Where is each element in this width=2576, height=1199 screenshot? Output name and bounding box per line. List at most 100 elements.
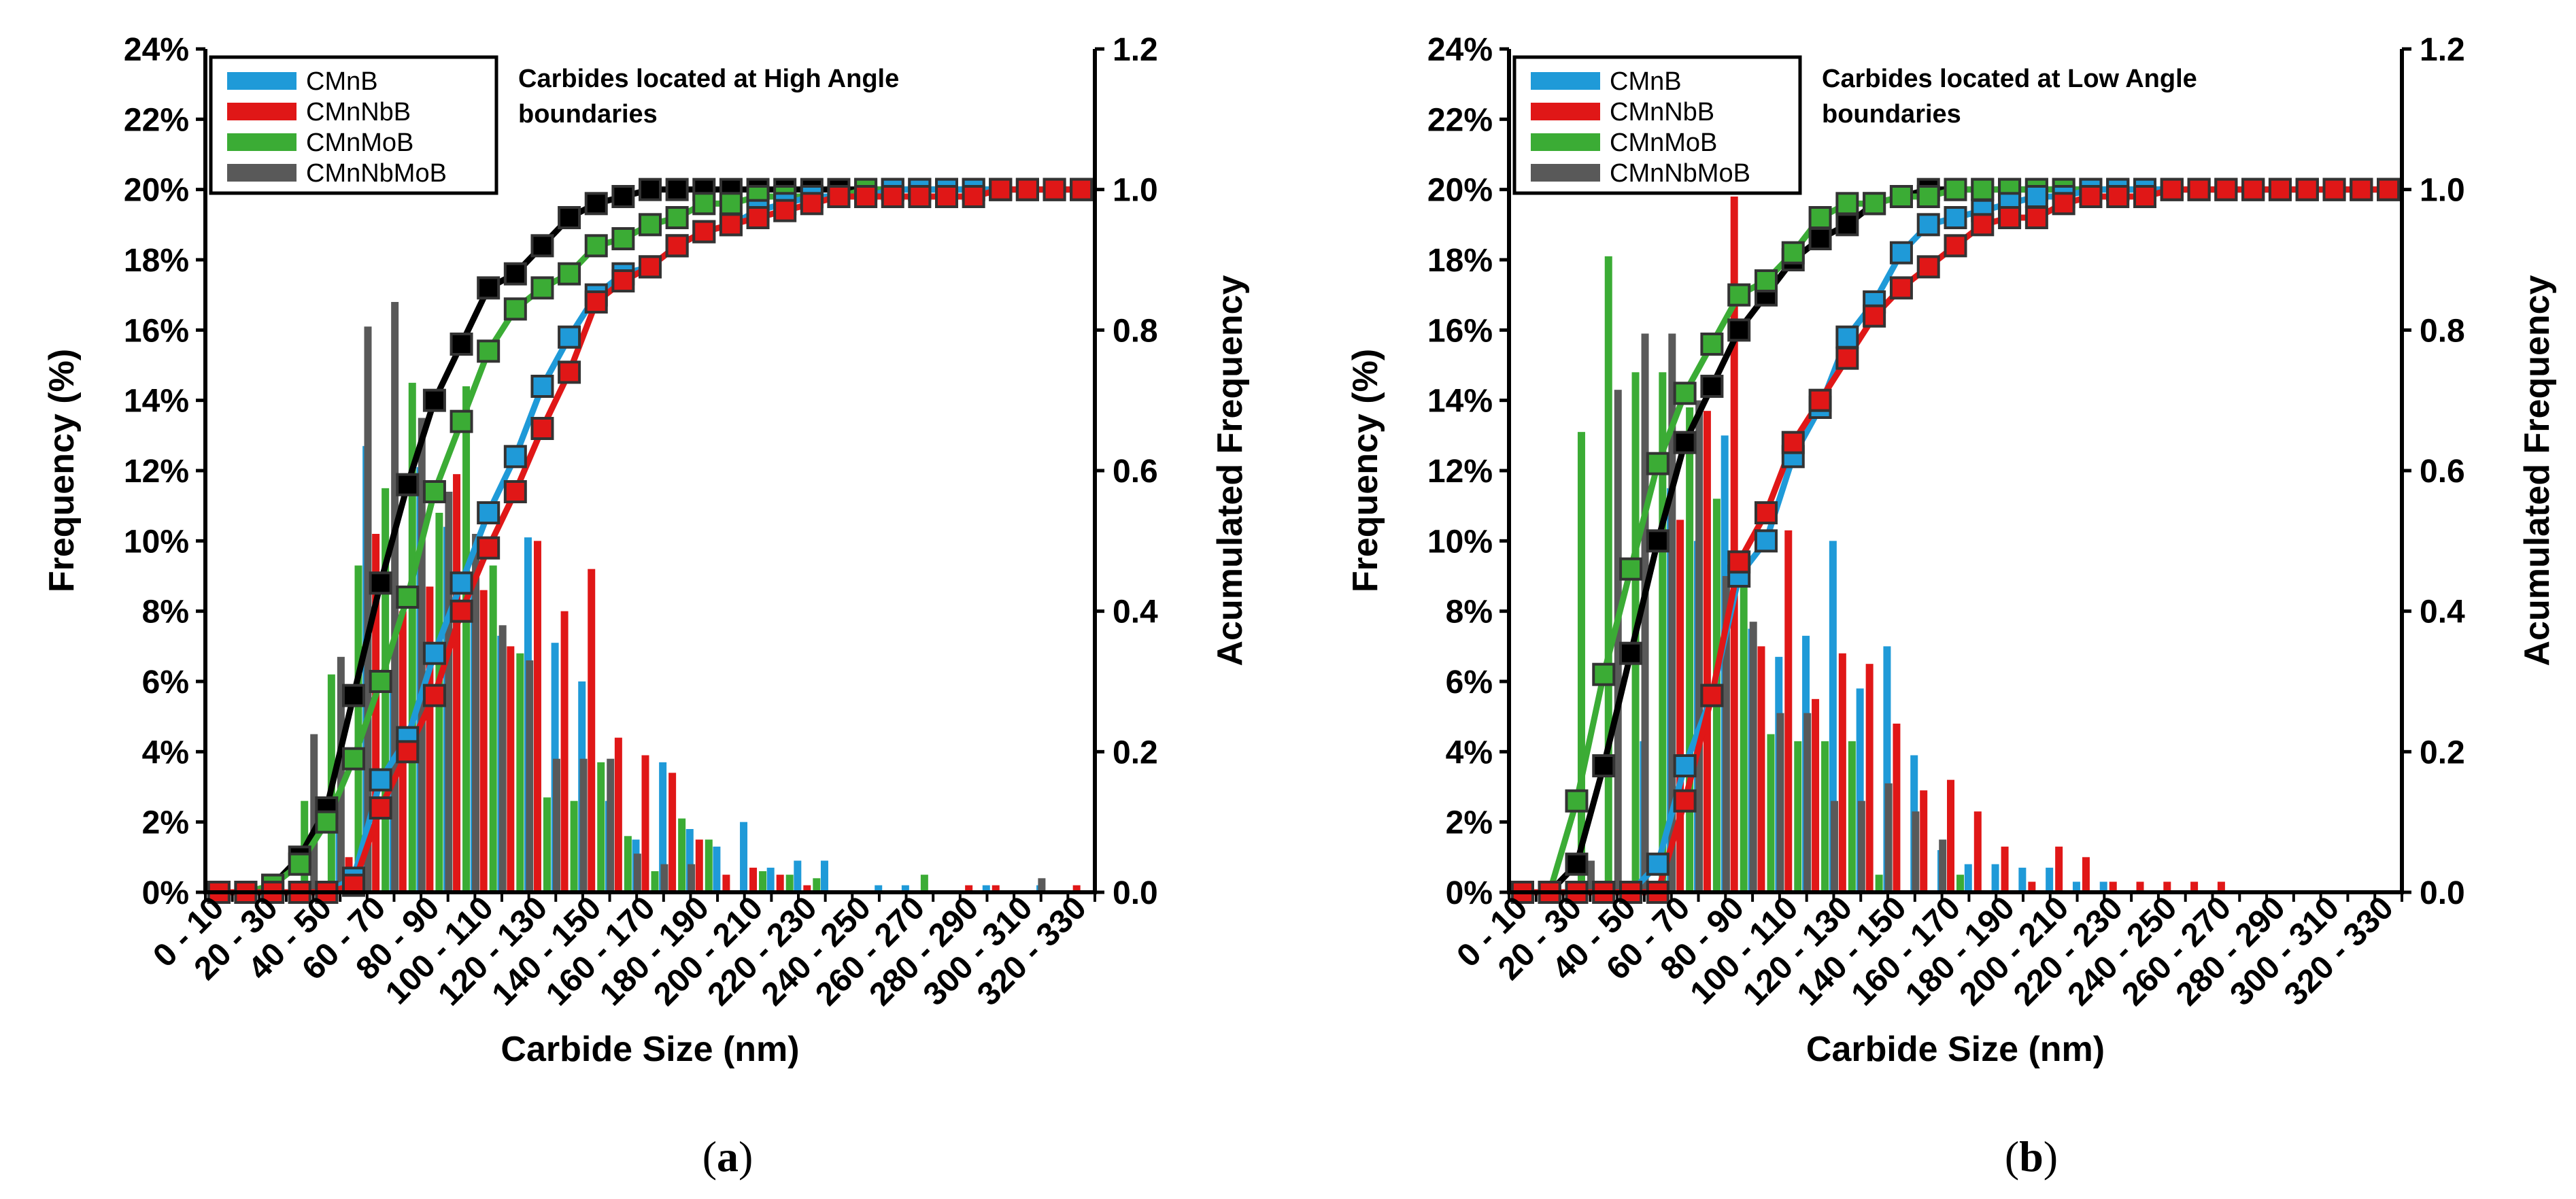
y-tick-label: 8% (1446, 594, 1493, 630)
cumulative-point-CMnMoB-12 (530, 276, 554, 300)
bar-CMnNbMoB-14 (607, 758, 615, 892)
cumulative-point-CMnMoB-6 (1673, 382, 1697, 405)
bar-CMnMoB-16 (651, 871, 659, 892)
bar-CMnNbMoB-15 (633, 854, 641, 892)
bar-CMnB-17 (1964, 864, 1972, 892)
cumulative-point-CMnMoB-3 (288, 852, 311, 876)
cumulative-point-CMnNbB-9 (450, 599, 473, 623)
bar-CMnNbMoB-5 (364, 326, 372, 893)
bar-CMnNbMoB-4 (1641, 333, 1649, 892)
cumulative-point-CMnNbMoB-7 (1700, 375, 1724, 398)
bars-group (1577, 197, 2225, 892)
y-tick-label: 18% (124, 243, 189, 279)
bar-CMnNbB-9 (1757, 646, 1765, 892)
bar-CMnNbMoB-6 (1695, 400, 1704, 892)
cumulative-point-CMnB-19 (2024, 185, 2048, 208)
cumulative-point-CMnMoB-11 (1808, 206, 1832, 229)
bar-CMnNbMoB-10 (498, 625, 507, 892)
cumulative-point-CMnNbMoB-13 (558, 206, 581, 229)
y2-axis-title: Acumulated Frequency (1210, 275, 1250, 666)
cumulative-point-CMnNbB-7 (1700, 683, 1724, 707)
y-tick-label: 4% (142, 734, 189, 771)
cumulative-point-CMnB-16 (1944, 206, 1967, 229)
cumulative-point-CMnMoB-18 (692, 192, 716, 216)
cumulative-point-CMnNbB-7 (396, 740, 420, 764)
bar-CMnMoB-10 (489, 565, 497, 892)
cumulative-line-CMnNbMoB (218, 186, 1082, 896)
cumulative-point-CMnNbB-16 (1944, 234, 1967, 258)
annotation-line: boundaries (518, 100, 658, 129)
bar-CMnMoB-9 (462, 386, 471, 892)
cumulative-point-CMnB-11 (503, 445, 527, 469)
bar-CMnNbB-10 (479, 590, 488, 892)
cumulative-point-CMnB-6 (369, 768, 392, 792)
y2-tick-label: 0.2 (1113, 734, 1158, 771)
cumulative-point-CMnNbB-12 (530, 417, 554, 440)
y-tick-label: 16% (124, 313, 189, 349)
cumulative-line-CMnMoB (218, 186, 1082, 896)
bar-CMnB-22 (794, 860, 802, 892)
cumulative-point-CMnNbMoB-15 (611, 185, 635, 208)
cumulative-point-CMnMoB-2 (1565, 789, 1589, 813)
bar-CMnB-17 (659, 762, 667, 892)
bar-CMnMoB-22 (813, 878, 821, 892)
bar-CMnNbB-20 (749, 867, 758, 892)
bar-CMnNbB-6 (372, 534, 380, 892)
chart-panel-a: 0% 2% 4% 6% 8% 10% 12% 14% 16% 18% 20% 22% 24% 0.0 0.2… (42, 32, 1250, 1181)
x-axis-title: Carbide Size (nm) (501, 1030, 799, 1069)
bar-CMnNbMoB-8 (445, 492, 453, 892)
y-tick-label: 12% (1427, 454, 1493, 490)
bar-CMnB-21 (2072, 881, 2080, 892)
bar-CMnNbB-15 (1920, 790, 1928, 892)
cumulative-point-CMnNbB-26 (2214, 178, 2238, 201)
cumulative-point-CMnNbB-10 (477, 536, 501, 560)
bar-CMnNbB-10 (1784, 530, 1793, 892)
bar-CMnNbB-25 (2190, 881, 2199, 892)
bar-CMnNbMoB-13 (579, 758, 588, 892)
bar-CMnMoB-9 (1767, 734, 1775, 892)
y2-axis-title: Acumulated Frequency (2518, 275, 2557, 666)
bar-CMnMoB-13 (1875, 875, 1883, 892)
cumulative-point-CMnB-8 (422, 641, 446, 665)
cumulative-point-CMnMoB-6 (369, 670, 392, 693)
bar-CMnNbB-11 (1812, 698, 1820, 892)
bar-CMnNbMoB-7 (418, 418, 426, 892)
cumulative-point-CMnNbMoB-5 (342, 683, 365, 707)
bar-CMnNbMoB-2 (1587, 860, 1595, 892)
cumulative-point-CMnMoB-14 (584, 234, 608, 258)
panel-label: (a) (702, 1132, 753, 1181)
cumulative-point-CMnNbB-15 (611, 269, 635, 292)
y-tick-label: 2% (1446, 805, 1493, 841)
bar-CMnNbB-15 (614, 737, 622, 892)
bar-CMnMoB-2 (1577, 432, 1585, 892)
cumulative-point-CMnNbMoB-8 (1727, 318, 1751, 342)
cumulative-point-CMnMoB-10 (477, 339, 501, 363)
bar-CMnNbB-28 (965, 885, 973, 892)
legend-label-CMnNbB: CMnNbB (1610, 98, 1714, 126)
cumulative-point-CMnNbMoB-8 (422, 388, 446, 412)
cumulative-point-CMnMoB-4 (315, 810, 339, 834)
bar-CMnNbB-24 (2163, 881, 2171, 892)
legend-swatch-CMnNbB (1531, 103, 1600, 120)
bar-CMnB-26 (901, 885, 909, 892)
bar-CMnNbB-12 (533, 541, 541, 892)
bar-CMnB-18 (1991, 864, 1999, 892)
legend-label-CMnB: CMnB (306, 67, 378, 96)
legend-label-CMnNbB: CMnNbB (306, 98, 411, 126)
cumulative-point-CMnMoB-9 (1754, 269, 1778, 292)
cumulative-point-CMnMoB-13 (558, 262, 581, 286)
cumulative-point-CMnB-9 (1754, 529, 1778, 553)
legend-swatch-CMnB (227, 72, 296, 90)
bar-CMnB-19 (713, 846, 721, 892)
y-tick-label: 8% (142, 594, 189, 630)
cumulative-point-CMnMoB-7 (1700, 333, 1724, 356)
bar-CMnMoB-11 (1821, 741, 1829, 892)
bar-CMnMoB-5 (354, 565, 362, 892)
y-tick-label: 6% (1446, 664, 1493, 700)
cumulative-point-CMnNbB-21 (773, 199, 797, 222)
bar-CMnNbB-17 (668, 773, 677, 892)
cumulative-point-CMnMoB-16 (1944, 178, 1967, 201)
cumulative-point-CMnNbB-27 (935, 185, 958, 208)
